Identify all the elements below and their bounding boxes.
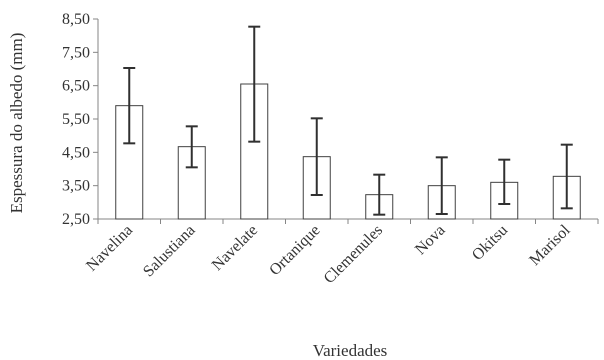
y-tick-label: 3,50 xyxy=(62,178,90,195)
x-tick-label: Okitsu xyxy=(469,222,511,264)
x-tick-label: Navelina xyxy=(83,222,136,275)
y-tick-label: 6,50 xyxy=(62,78,90,95)
y-tick-label: 2,50 xyxy=(62,211,90,228)
x-tick-label: Ortanique xyxy=(266,222,323,279)
x-tick-label: Marisol xyxy=(526,221,574,269)
y-tick-label: 5,50 xyxy=(62,111,90,128)
x-tick-label: Navelate xyxy=(209,222,261,274)
x-tick-label: Salustiana xyxy=(140,222,199,281)
x-axis-title: Variedades xyxy=(313,341,388,360)
x-tick-label: Nova xyxy=(412,222,449,259)
y-tick-label: 7,50 xyxy=(62,44,90,61)
y-tick-label: 8,50 xyxy=(62,11,90,28)
x-tick-label: Clemenules xyxy=(321,222,386,287)
y-axis-title: Espessura do albedo (mm) xyxy=(7,33,26,214)
y-tick-label: 4,50 xyxy=(62,144,90,161)
